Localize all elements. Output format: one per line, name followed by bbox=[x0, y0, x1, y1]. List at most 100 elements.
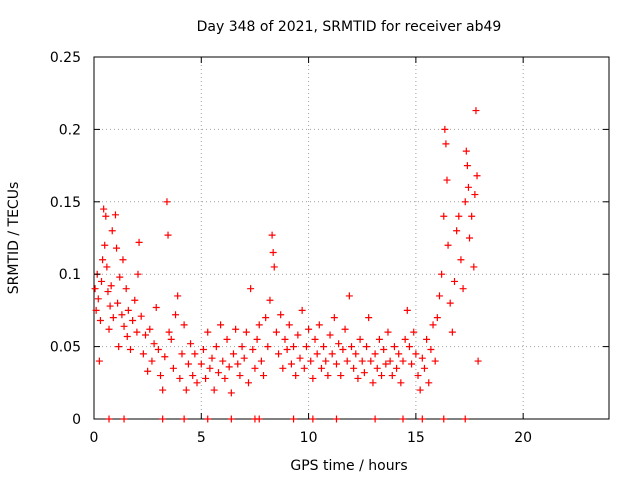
data-point bbox=[300, 364, 308, 372]
data-point bbox=[176, 374, 184, 382]
data-point bbox=[152, 304, 160, 312]
data-point bbox=[98, 277, 106, 285]
data-point bbox=[275, 350, 283, 358]
data-point bbox=[159, 386, 167, 394]
x-tick-label: 10 bbox=[300, 430, 318, 446]
data-point bbox=[463, 162, 471, 170]
data-point bbox=[367, 357, 375, 365]
data-point bbox=[358, 357, 366, 365]
data-point bbox=[373, 364, 381, 372]
data-point bbox=[431, 357, 439, 365]
data-point bbox=[313, 350, 321, 358]
data-point bbox=[378, 372, 386, 380]
y-tick-label: 0.15 bbox=[50, 195, 81, 211]
data-point bbox=[408, 360, 416, 368]
data-point bbox=[401, 335, 409, 343]
data-point bbox=[270, 263, 278, 271]
data-point bbox=[341, 325, 349, 333]
grid bbox=[94, 57, 609, 419]
data-point bbox=[262, 314, 270, 322]
data-point bbox=[202, 374, 210, 382]
data-point bbox=[217, 321, 225, 329]
data-point bbox=[438, 270, 446, 278]
data-point bbox=[96, 317, 104, 325]
data-point bbox=[472, 107, 480, 115]
data-point bbox=[403, 306, 411, 314]
data-point bbox=[455, 212, 463, 220]
data-point bbox=[448, 328, 456, 336]
data-point bbox=[197, 360, 205, 368]
data-point bbox=[343, 357, 351, 365]
data-point bbox=[335, 340, 343, 348]
data-point bbox=[363, 343, 371, 351]
data-point bbox=[471, 191, 479, 199]
data-point bbox=[208, 354, 216, 362]
data-point bbox=[189, 372, 197, 380]
data-point bbox=[330, 314, 338, 322]
data-point bbox=[474, 357, 482, 365]
data-point bbox=[133, 328, 141, 336]
data-point bbox=[178, 350, 186, 358]
data-point bbox=[146, 325, 154, 333]
data-point bbox=[414, 372, 422, 380]
data-point bbox=[453, 227, 461, 235]
data-point bbox=[462, 147, 470, 155]
data-point bbox=[277, 311, 285, 319]
data-point bbox=[221, 374, 229, 382]
data-point bbox=[315, 321, 323, 329]
data-point bbox=[305, 325, 313, 333]
data-point bbox=[167, 335, 175, 343]
data-point bbox=[380, 345, 388, 353]
data-point bbox=[302, 343, 310, 351]
data-point bbox=[115, 343, 123, 351]
data-point bbox=[309, 415, 317, 423]
data-point bbox=[227, 389, 235, 397]
data-point bbox=[337, 372, 345, 380]
data-point bbox=[264, 343, 272, 351]
data-point bbox=[108, 227, 116, 235]
data-point bbox=[120, 415, 128, 423]
data-point bbox=[371, 350, 379, 358]
data-point bbox=[390, 343, 398, 351]
data-point bbox=[287, 360, 295, 368]
data-point bbox=[386, 357, 394, 365]
data-point bbox=[425, 379, 433, 387]
data-point bbox=[375, 335, 383, 343]
y-tick-label: 0.2 bbox=[59, 122, 81, 138]
axis-ticks: 0 5 10 15 20 0 0.05 0.1 0.15 0.2 0.25 bbox=[50, 50, 609, 446]
data-point bbox=[251, 364, 259, 372]
data-point bbox=[470, 263, 478, 271]
data-point bbox=[131, 296, 139, 304]
data-point bbox=[214, 369, 222, 377]
y-tick-label: 0.25 bbox=[50, 50, 81, 66]
data-point bbox=[405, 343, 413, 351]
data-point bbox=[91, 285, 99, 293]
data-point bbox=[114, 299, 122, 307]
data-point bbox=[184, 360, 192, 368]
data-point bbox=[442, 140, 450, 148]
data-point bbox=[268, 231, 276, 239]
data-point bbox=[122, 285, 130, 293]
data-point bbox=[435, 292, 443, 300]
data-point bbox=[427, 345, 435, 353]
data-point bbox=[111, 211, 119, 219]
y-tick-label: 0 bbox=[72, 412, 81, 428]
data-point bbox=[459, 285, 467, 293]
data-point bbox=[137, 312, 145, 320]
data-point bbox=[236, 372, 244, 380]
data-point bbox=[187, 340, 195, 348]
data-point bbox=[420, 364, 428, 372]
plot-border bbox=[93, 56, 610, 420]
data-point bbox=[269, 248, 277, 256]
data-point bbox=[210, 386, 218, 394]
data-point bbox=[219, 357, 227, 365]
data-point bbox=[443, 176, 451, 184]
data-point bbox=[118, 311, 126, 319]
data-point bbox=[369, 379, 377, 387]
data-point bbox=[395, 350, 403, 358]
data-point bbox=[165, 328, 173, 336]
data-point bbox=[223, 335, 231, 343]
plot-frame bbox=[93, 56, 610, 420]
data-point bbox=[232, 325, 240, 333]
data-point bbox=[206, 364, 214, 372]
